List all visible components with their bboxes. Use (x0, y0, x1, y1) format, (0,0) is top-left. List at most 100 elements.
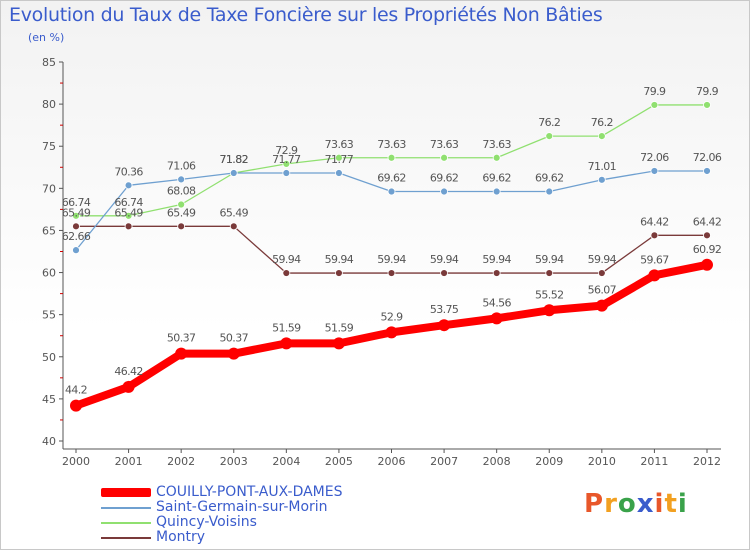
data-label: 53.75 (430, 303, 459, 316)
y-tick-label: 70 (42, 182, 56, 195)
data-label: 76.2 (538, 116, 560, 129)
data-label: 69.62 (430, 172, 459, 185)
data-label: 71.82 (220, 153, 249, 166)
data-point (72, 246, 80, 255)
legend-item-montry: Montry (101, 530, 421, 545)
data-label: 71.82 (220, 153, 249, 166)
x-tick-label: 2003 (220, 455, 248, 468)
x-tick-label: 2004 (272, 455, 300, 468)
data-label: 65.49 (167, 206, 196, 219)
logo-letter: x (636, 489, 655, 519)
data-point (72, 222, 80, 231)
data-label: 72.06 (640, 151, 669, 164)
data-label: 50.37 (167, 332, 196, 345)
legend-label-saint-germain: Saint-Germain-sur-Morin (156, 499, 328, 515)
data-label: 44.2 (65, 384, 87, 397)
data-label: 73.63 (482, 138, 511, 151)
data-point (648, 269, 661, 282)
x-tick-label: 2009 (535, 455, 563, 468)
data-label: 79.9 (643, 85, 666, 98)
data-point (595, 299, 608, 312)
data-point (335, 269, 343, 277)
data-label: 71.77 (325, 153, 354, 166)
data-point (282, 269, 291, 277)
data-label: 59.94 (430, 253, 459, 266)
data-point (650, 101, 659, 109)
data-point (175, 347, 188, 360)
legend-swatch-saint-germain (101, 507, 151, 509)
data-point (597, 132, 606, 141)
data-label: 73.63 (430, 138, 459, 151)
chart-title: Evolution du Taux de Taxe Foncière sur l… (9, 4, 603, 26)
data-point (229, 169, 238, 177)
data-label: 64.42 (693, 215, 722, 228)
legend-swatch-couilly (101, 488, 151, 497)
logo-letter: t (664, 489, 678, 519)
data-point (438, 319, 451, 332)
data-label: 71.06 (167, 159, 196, 172)
data-label: 73.63 (377, 138, 406, 151)
data-point (440, 153, 448, 162)
y-tick-label: 65 (42, 224, 56, 237)
data-label: 55.52 (535, 288, 564, 301)
data-point (597, 269, 606, 277)
x-tick-label: 2006 (378, 455, 406, 468)
data-label: 72.9 (275, 144, 298, 157)
data-label: 59.94 (377, 253, 406, 266)
data-point (229, 222, 238, 231)
legend-label-couilly: COUILLY-PONT-AUX-DAMES (156, 484, 343, 500)
data-point (177, 222, 186, 231)
data-point (335, 169, 343, 177)
data-point (650, 231, 659, 240)
legend: COUILLY-PONT-AUX-DAMES Saint-Germain-sur… (101, 485, 421, 545)
data-label: 59.67 (640, 253, 669, 266)
data-point (227, 347, 240, 360)
data-label: 64.42 (640, 215, 669, 228)
data-label: 59.94 (588, 253, 617, 266)
data-point (385, 326, 398, 339)
x-tick-label: 2005 (325, 455, 353, 468)
data-point (703, 101, 711, 109)
logo-letter: i (677, 489, 688, 519)
data-label: 69.62 (377, 172, 406, 185)
data-point (703, 231, 711, 240)
data-point (597, 175, 606, 184)
data-point (490, 312, 503, 325)
y-tick-label: 60 (42, 267, 56, 280)
x-tick-label: 2001 (115, 455, 143, 468)
x-tick-label: 2010 (588, 455, 616, 468)
data-point (70, 399, 82, 412)
legend-label-montry: Montry (156, 529, 206, 545)
unit-label: (en %) (28, 31, 65, 44)
data-label: 69.62 (535, 172, 564, 185)
x-tick-label: 2008 (483, 455, 511, 468)
y-tick-label: 55 (42, 309, 56, 322)
data-label: 51.59 (272, 321, 301, 334)
logo-letter: o (617, 489, 637, 519)
data-point (72, 211, 80, 220)
y-tick-label: 40 (42, 435, 56, 448)
x-tick-label: 2012 (693, 455, 721, 468)
data-point (387, 269, 396, 277)
data-point (177, 175, 186, 184)
data-point (122, 380, 135, 393)
data-point (650, 167, 659, 175)
data-label: 59.94 (272, 253, 301, 266)
data-label: 50.37 (220, 332, 249, 345)
data-label: 71.77 (272, 153, 301, 166)
data-point (492, 153, 501, 162)
data-label: 51.59 (325, 321, 354, 334)
data-label: 70.36 (114, 165, 143, 178)
data-point (124, 211, 133, 220)
data-point (282, 160, 291, 168)
x-tick-label: 2000 (62, 455, 90, 468)
data-point (335, 153, 343, 162)
data-label: 66.74 (114, 196, 143, 209)
data-label: 52.9 (380, 310, 403, 323)
legend-swatch-montry (101, 537, 151, 539)
data-label: 46.42 (114, 365, 143, 378)
data-point (545, 132, 554, 141)
data-point (440, 269, 448, 277)
data-label: 65.49 (220, 206, 249, 219)
